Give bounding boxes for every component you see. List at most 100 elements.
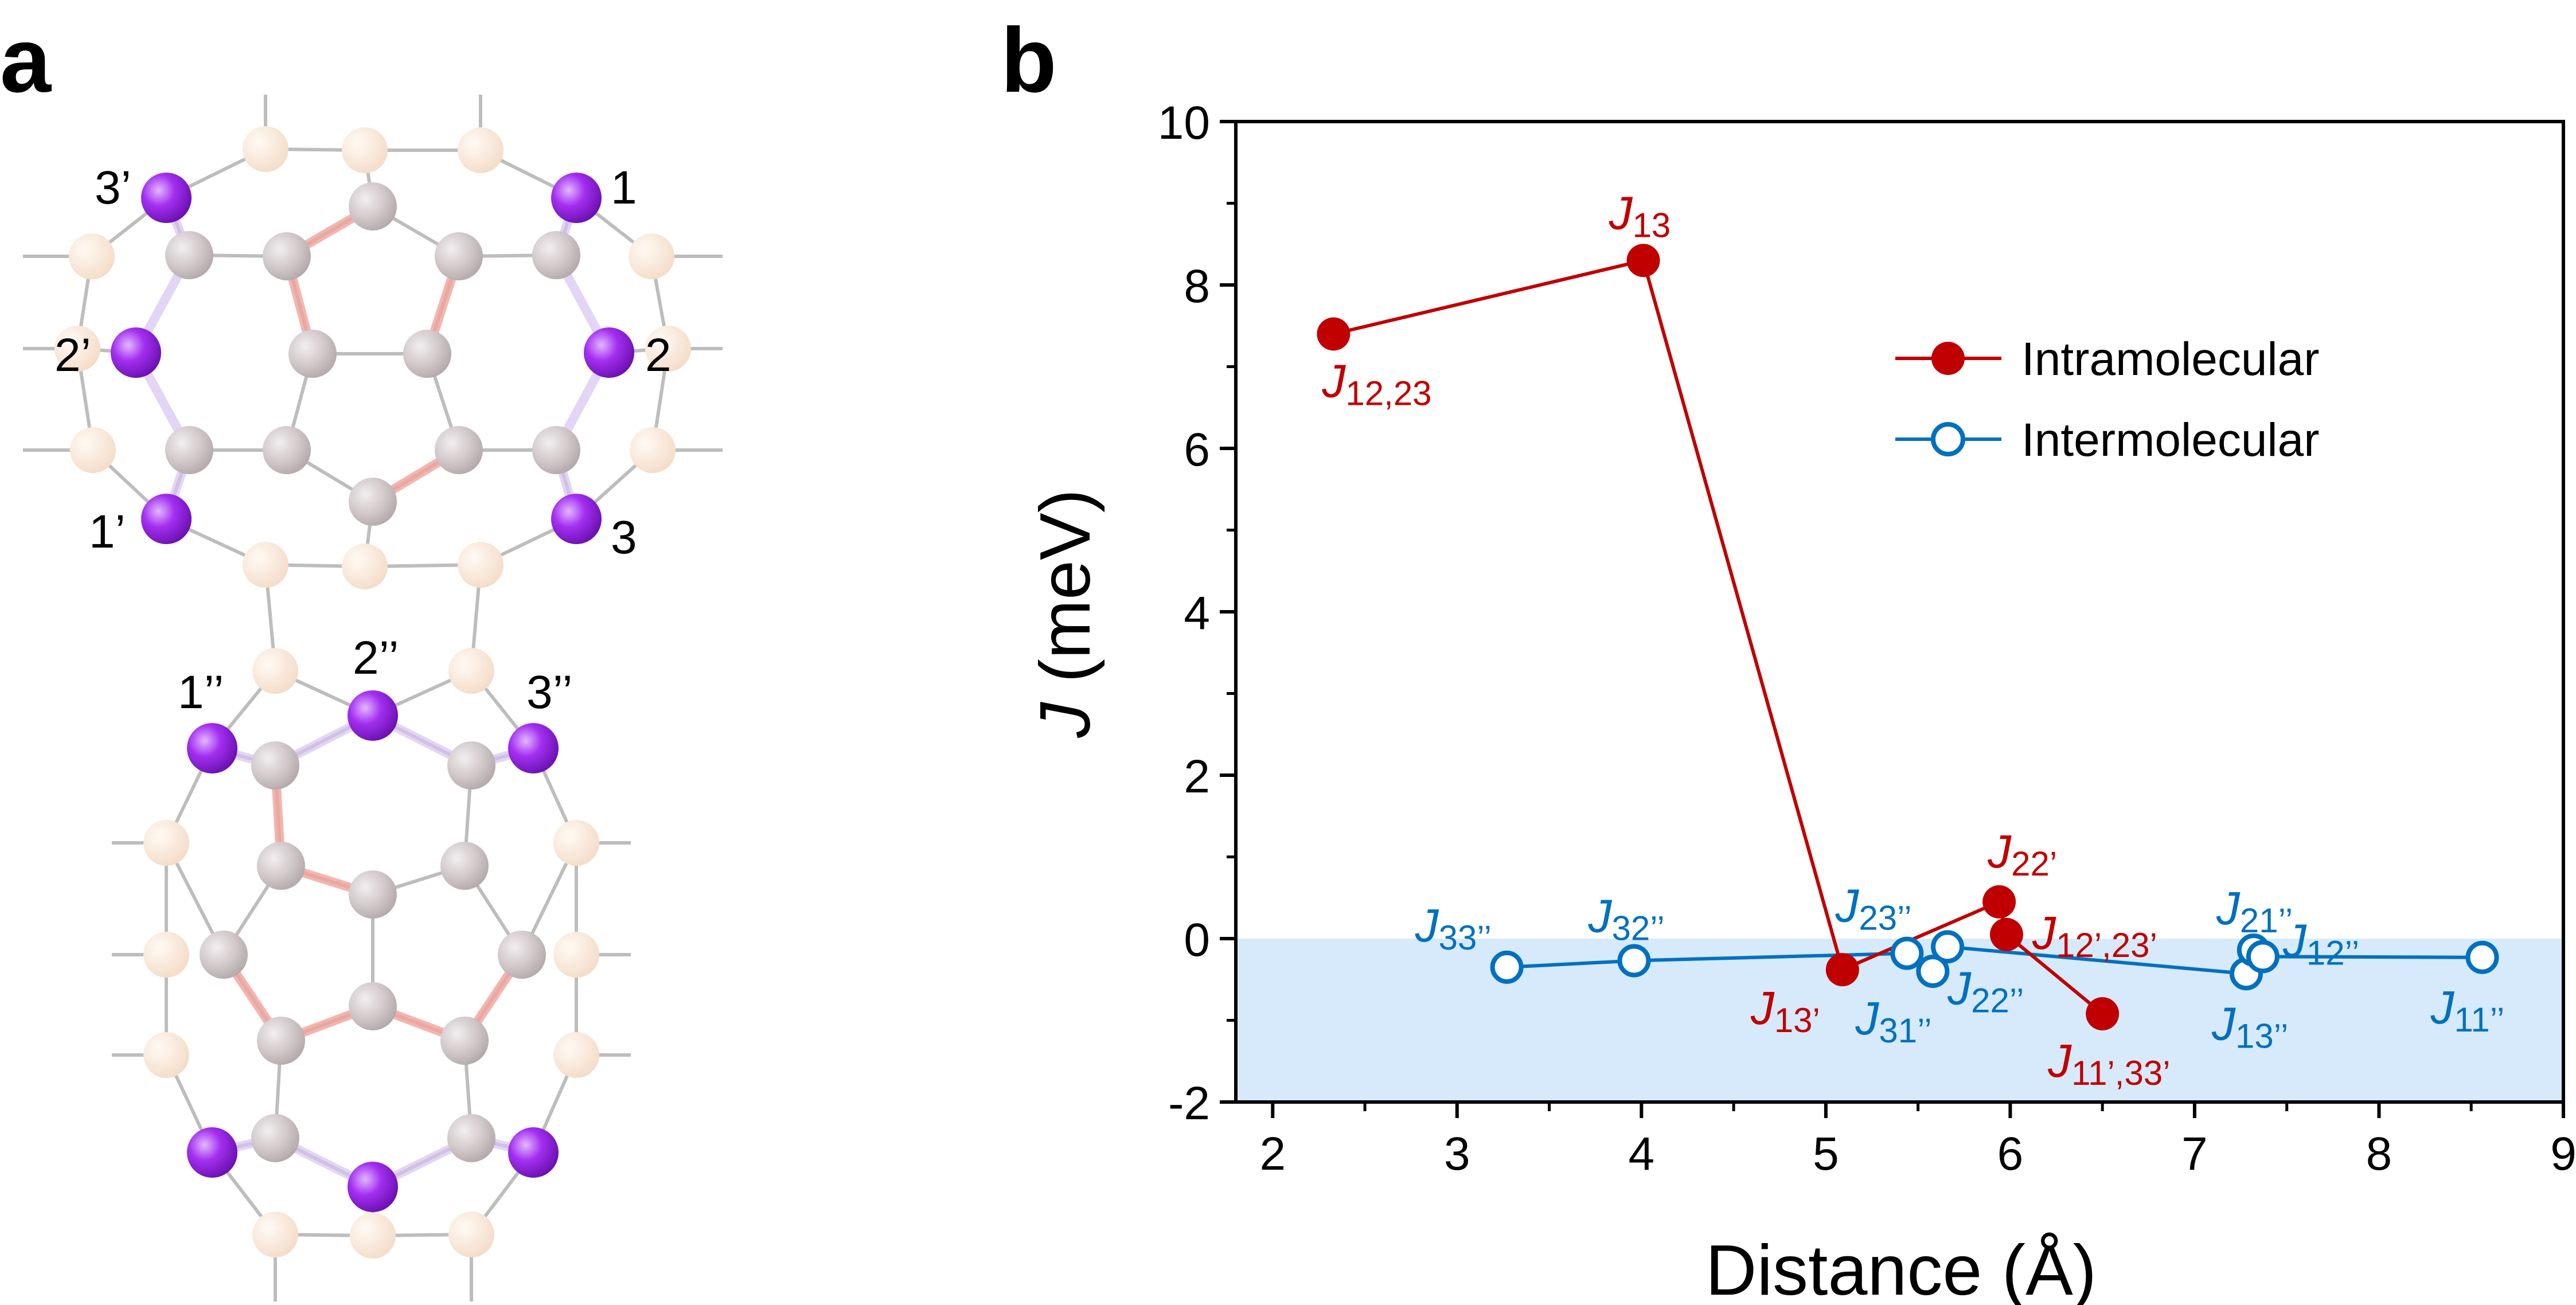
- magnetic-atom: [348, 690, 398, 741]
- x-tick-label: 4: [1629, 1128, 1655, 1180]
- data-label-subscript: 12,23: [1345, 374, 1431, 413]
- data-label-symbol: J: [1750, 982, 1775, 1034]
- carbon-atom: [349, 478, 397, 526]
- magnetic-atom: [141, 173, 192, 223]
- intramolecular-point: [1317, 317, 1351, 351]
- magnetic-atom: [187, 1127, 237, 1178]
- data-label-subscript: 32’’: [1612, 909, 1665, 947]
- carbon-atom: [165, 426, 213, 474]
- outer-carbon-atom: [553, 820, 599, 866]
- data-label-subscript: 13’’: [2235, 1017, 2288, 1055]
- atom-label-3p: 3’: [95, 162, 131, 214]
- outer-carbon-atom: [243, 542, 288, 588]
- y-tick-label: 6: [1184, 424, 1210, 476]
- data-label-subscript: 23’’: [1859, 899, 1911, 937]
- intramolecular-data-label: J13’: [1750, 982, 1820, 1040]
- data-label-subscript: 31’’: [1879, 1011, 1931, 1050]
- legend-intermolecular-label: Intermolecular: [2021, 414, 2320, 466]
- outer-carbon-atom: [458, 542, 504, 588]
- atom-label-2: 2: [645, 329, 672, 381]
- data-label-symbol: J: [1835, 880, 1859, 932]
- magnetic-atom: [584, 327, 634, 378]
- data-label-symbol: J: [1321, 355, 1346, 408]
- atom-label-2pp: 2’’: [353, 632, 399, 684]
- outer-carbon-atom: [553, 1032, 599, 1078]
- panel-b-letter: b: [1001, 9, 1057, 111]
- outer-carbon-atom: [645, 326, 691, 372]
- data-label-subscript: 22’’: [1971, 981, 2024, 1019]
- carbon-atom: [257, 842, 305, 890]
- x-tick-label: 6: [1997, 1128, 2024, 1180]
- carbon-atom: [403, 330, 451, 378]
- outer-carbon-atom: [143, 932, 189, 978]
- magnetic-atom: [111, 327, 161, 378]
- data-label-symbol: J: [2047, 1035, 2072, 1087]
- x-tick-label: 8: [2366, 1128, 2392, 1180]
- data-label-symbol: J: [2216, 882, 2241, 935]
- atom-label-2p: 2’: [54, 329, 91, 381]
- magnetic-atom: [551, 494, 602, 544]
- outer-carbon-atom: [448, 1212, 494, 1257]
- outer-carbon-atom: [630, 427, 676, 473]
- y-tick-label: 0: [1184, 914, 1210, 966]
- data-label-symbol: J: [1855, 993, 1879, 1045]
- outer-carbon-atom: [448, 648, 494, 694]
- carbon-atom: [435, 232, 483, 280]
- carbon-atom: [498, 931, 546, 979]
- intermolecular-point: [1617, 944, 1651, 978]
- data-label-subscript: 12’,23’: [2056, 926, 2157, 964]
- x-tick-label: 7: [2181, 1128, 2208, 1180]
- legend-intramolecular-marker: [1931, 342, 1965, 375]
- intermolecular-point: [1916, 955, 1950, 988]
- outer-carbon-atom: [629, 233, 674, 279]
- intermolecular-data-label: J11’’: [2430, 982, 2505, 1039]
- data-labels: J33’’ J32’’ J23’’J31’’J22’’ J13’’J21’’J12’’…: [1321, 187, 2504, 1092]
- x-tick-label: 3: [1444, 1128, 1470, 1180]
- carbon-atom: [349, 182, 397, 230]
- data-label-subscript: 33’’: [1439, 919, 1492, 957]
- intramolecular-point: [1989, 917, 2023, 951]
- atom-set: [54, 126, 691, 1259]
- y-axis-title: J (meV): [1026, 489, 1105, 739]
- intramolecular-point: [1982, 885, 2016, 919]
- y-tick-label: 8: [1184, 260, 1210, 312]
- intermolecular-data-label: J12’’: [2282, 915, 2359, 972]
- data-label-symbol: J: [2032, 907, 2056, 959]
- intermolecular-data-label: J33’’: [1415, 900, 1492, 957]
- intermolecular-data-label: J13’’: [2211, 998, 2288, 1055]
- intramolecular-data-label: J13: [1609, 187, 1671, 244]
- intermolecular-data-label: J21’’: [2216, 882, 2293, 940]
- y-tick-label: 10: [1158, 97, 1210, 149]
- intermolecular-data-label: J32’’: [1588, 890, 1665, 947]
- y-tick-label: 2: [1184, 751, 1210, 803]
- x-tick-label: 9: [2550, 1128, 2576, 1180]
- carbon-atom: [251, 741, 299, 790]
- intermolecular-data-label: J31’’: [1855, 993, 1931, 1050]
- magnetic-atom: [508, 1127, 559, 1178]
- outer-carbon-atom: [143, 820, 189, 866]
- intramolecular-data-label: J11’,33’: [2047, 1035, 2170, 1092]
- intramolecular-data-label: J12’,23’: [2032, 907, 2157, 964]
- legend: Intramolecular Intermolecular: [1895, 333, 2320, 466]
- y-axis-ticks: -2 0 2 4 6 8 10: [1158, 97, 1236, 1130]
- magnetic-atom: [508, 723, 559, 773]
- atom-label-3: 3: [611, 511, 637, 564]
- data-label-symbol: J: [1415, 900, 1439, 952]
- carbon-atom: [349, 870, 397, 919]
- outer-carbon-atom: [342, 127, 388, 173]
- intramolecular-point: [2086, 997, 2120, 1031]
- carbon-atom: [263, 232, 311, 280]
- intermolecular-point: [1490, 950, 1524, 984]
- x-tick-label: 5: [1813, 1128, 1839, 1180]
- carbon-atom: [165, 231, 213, 279]
- x-axis-title: Distance (Å): [1705, 1231, 2097, 1305]
- carbon-atom: [263, 426, 311, 474]
- y-axis-title-unit: (meV): [1026, 489, 1105, 702]
- x-tick-label: 2: [1260, 1128, 1286, 1180]
- data-label-symbol: J: [2430, 982, 2455, 1034]
- outer-carbon-atom: [243, 126, 288, 172]
- outer-carbon-atom: [54, 326, 100, 372]
- intramolecular-data-label: J22’: [1987, 826, 2057, 883]
- intramolecular-data-label: J12,23: [1321, 355, 1431, 413]
